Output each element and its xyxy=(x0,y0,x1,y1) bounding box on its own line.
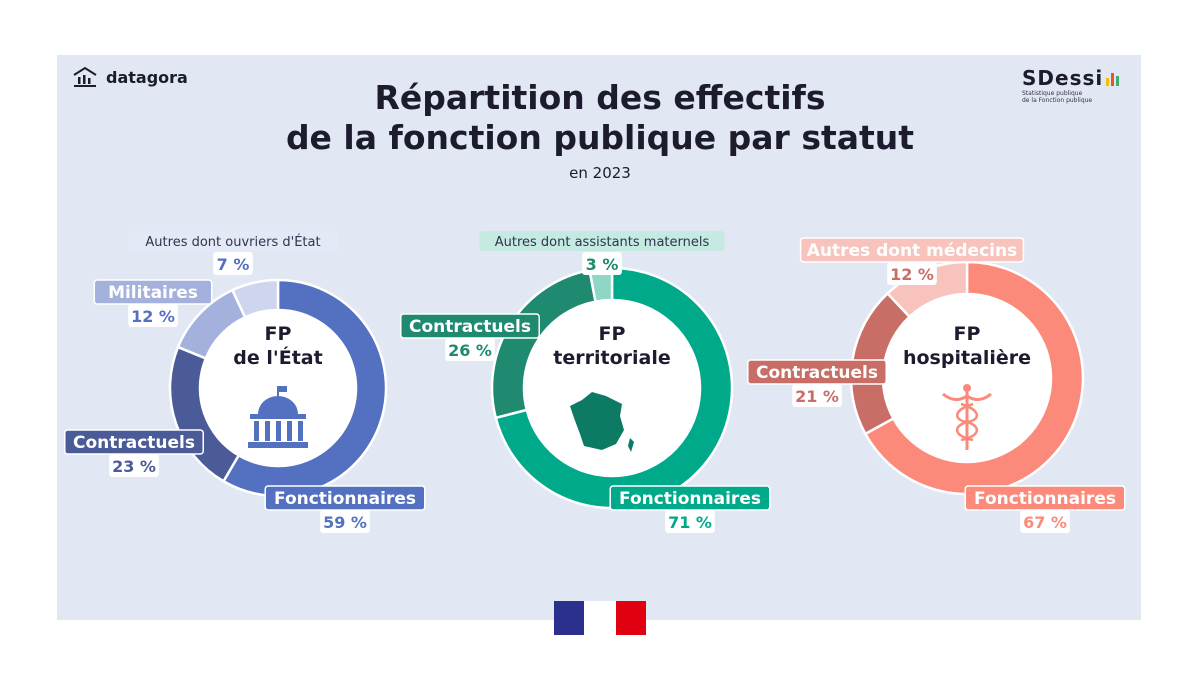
slice-label: Fonctionnaires 71 % xyxy=(609,485,771,533)
slice-value-label: 12 % xyxy=(131,307,175,326)
slice-label: Contractuels 21 % xyxy=(747,359,887,407)
center-label: FP xyxy=(265,323,292,345)
slice-category-label: Fonctionnaires xyxy=(274,489,416,509)
slice-value-label: 67 % xyxy=(1023,513,1067,532)
caduceus-icon xyxy=(942,384,992,450)
slice-category-label: Contractuels xyxy=(756,363,878,383)
subtitle: en 2023 xyxy=(569,164,631,182)
sdessi-subtitle-2: de la Fonction publique xyxy=(1022,97,1093,104)
center-label: de l'État xyxy=(233,346,322,369)
slice-category-label: Autres dont médecins xyxy=(807,241,1017,261)
slice-category-label: Fonctionnaires xyxy=(974,489,1116,509)
title-block: Répartition des effectifs de la fonction… xyxy=(0,78,1200,182)
slice-label: Fonctionnaires 67 % xyxy=(964,485,1126,533)
center-label: FP xyxy=(599,323,626,345)
slice-category-label: Contractuels xyxy=(409,317,531,337)
brand-name: datagora xyxy=(106,67,188,87)
slice-category-label: Autres dont assistants maternels xyxy=(495,235,710,250)
sdessi-subtitle-1: Statistique publique xyxy=(1022,90,1083,97)
slice-label: Autres dont ouvriers d'État 7 % xyxy=(128,231,338,275)
slice-label: Autres dont médecins 12 % xyxy=(799,237,1025,285)
slice-value-label: 26 % xyxy=(448,341,492,360)
bar-chart-house-icon xyxy=(73,66,97,87)
sdessi-bars-icon xyxy=(1106,72,1120,86)
title-line-2: de la fonction publique par statut xyxy=(285,118,915,157)
slice-label: Contractuels 26 % xyxy=(400,313,540,361)
slice-label: Militaires 12 % xyxy=(93,279,213,327)
sdessi-logo: SDessi Statistique publique de la Foncti… xyxy=(1022,66,1120,104)
center-label: territoriale xyxy=(553,347,670,369)
center-label: hospitalière xyxy=(903,347,1031,369)
slice-value-label: 12 % xyxy=(890,265,934,284)
slice-category-label: Contractuels xyxy=(73,433,195,453)
slice-label: Contractuels 23 % xyxy=(64,429,204,477)
title-line-1: Répartition des effectifs xyxy=(374,78,826,117)
slice-value-label: 3 % xyxy=(586,255,619,274)
slice-value-label: 21 % xyxy=(795,387,839,406)
donut-center xyxy=(524,300,700,476)
slice-value-label: 59 % xyxy=(323,513,367,532)
slice-category-label: Fonctionnaires xyxy=(619,489,761,509)
france-map-icon xyxy=(570,392,634,452)
slice-value-label: 7 % xyxy=(217,255,250,274)
datagora-logo: datagora xyxy=(72,66,188,88)
slice-label: Fonctionnaires 59 % xyxy=(264,485,426,533)
republique-francaise-flag-icon xyxy=(554,601,646,635)
donut-center xyxy=(883,294,1051,462)
sdessi-name: SDessi xyxy=(1022,66,1104,90)
center-label: FP xyxy=(954,323,981,345)
slice-category-label: Militaires xyxy=(108,283,198,303)
slice-value-label: 71 % xyxy=(668,513,712,532)
slice-category-label: Autres dont ouvriers d'État xyxy=(145,234,320,250)
slice-label: Autres dont assistants maternels 3 % xyxy=(479,231,725,275)
slice-value-label: 23 % xyxy=(112,457,156,476)
government-building-icon xyxy=(248,386,308,448)
